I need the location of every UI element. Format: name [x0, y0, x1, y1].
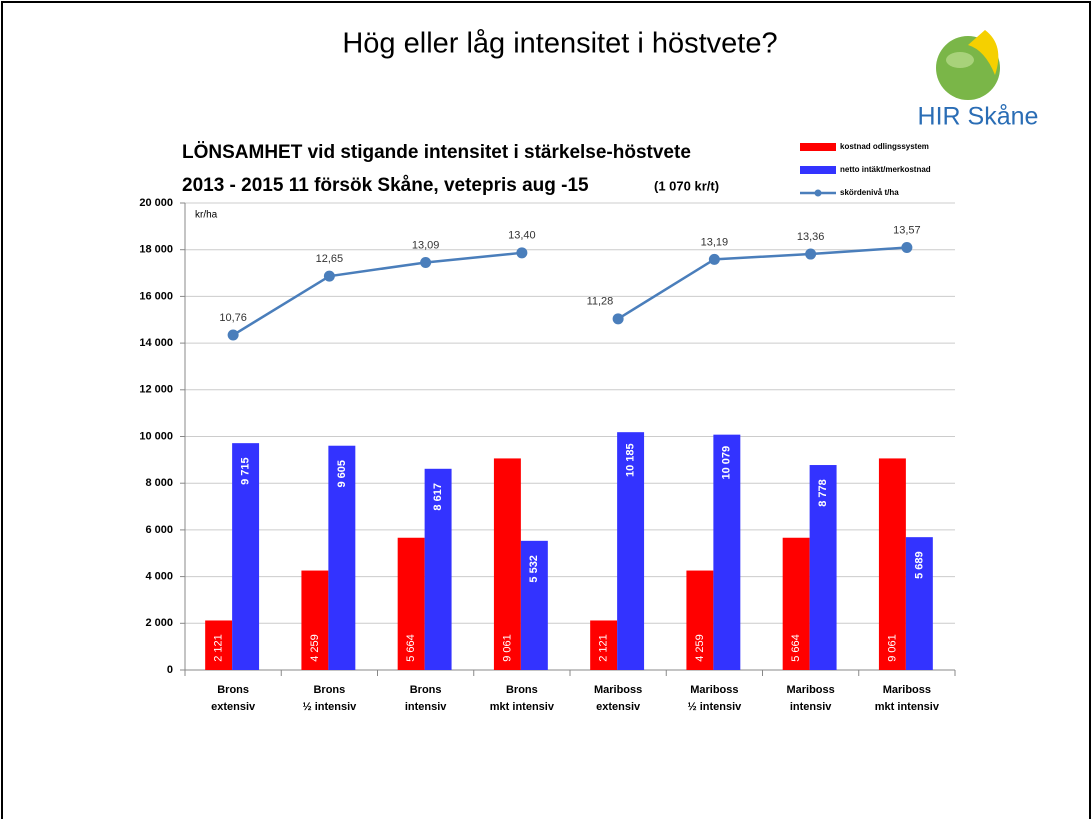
- bar: [493, 458, 521, 670]
- bar: [205, 620, 233, 670]
- x-tick-label: mkt intensiv: [875, 701, 940, 713]
- data-label: 4 259: [694, 634, 706, 662]
- line-series: [232, 251, 522, 337]
- bar: [590, 620, 618, 670]
- y-tick-label: 10 000: [139, 430, 173, 442]
- data-label: 5 532: [528, 555, 540, 583]
- data-label: 2 121: [598, 634, 610, 662]
- data-label: 10,76: [219, 312, 247, 324]
- bar: [520, 540, 548, 670]
- y-tick-label: 12 000: [139, 384, 173, 396]
- legend-label: skördenivå t/ha: [840, 188, 899, 197]
- bar: [809, 465, 837, 670]
- data-label: 10 185: [625, 443, 637, 477]
- bar: [617, 432, 645, 670]
- legend-swatch: [800, 143, 836, 151]
- slide-title: Hög eller låg intensitet i höstvete?: [342, 28, 777, 60]
- bar: [713, 434, 741, 670]
- bar: [328, 445, 356, 670]
- y-tick-label: 16 000: [139, 290, 173, 302]
- bar: [686, 570, 714, 670]
- line-series: [617, 246, 907, 320]
- data-label: 10 079: [721, 446, 733, 480]
- logo-icon: [936, 30, 1000, 100]
- y-tick-label: 2 000: [145, 617, 173, 629]
- data-label: 13,36: [797, 231, 825, 243]
- chart-title: LÖNSAMHET vid stigande intensitet i stär…: [182, 142, 691, 163]
- y-tick-label: 20 000: [139, 197, 173, 209]
- line-point: [612, 313, 624, 325]
- logo-text: HIR Skåne: [918, 103, 1039, 131]
- x-tick-label: Mariboss: [786, 684, 834, 696]
- data-label: 4 259: [309, 634, 321, 662]
- x-tick-label: Brons: [410, 684, 442, 696]
- bar: [878, 458, 906, 670]
- legend-swatch: [814, 189, 822, 197]
- data-label: 9 061: [886, 634, 898, 662]
- data-label: 13,19: [701, 236, 729, 248]
- x-tick-label: mkt intensiv: [490, 701, 555, 713]
- data-label: 12,65: [316, 253, 344, 265]
- data-label: 9 061: [501, 634, 513, 662]
- x-tick-label: ½ intensiv: [302, 701, 357, 713]
- y-tick-label: 6 000: [145, 524, 173, 536]
- data-label: 5 664: [405, 634, 417, 662]
- data-label: 13,57: [893, 224, 921, 236]
- bar: [232, 443, 260, 670]
- y-tick-label: 14 000: [139, 337, 173, 349]
- line-point: [516, 247, 528, 259]
- x-tick-label: intensiv: [405, 701, 447, 713]
- data-label: 11,28: [587, 296, 614, 308]
- bar: [424, 468, 452, 670]
- y-tick-label: 8 000: [145, 477, 173, 489]
- chart-subtitle: (1 070 kr/t): [654, 178, 719, 193]
- x-tick-label: Brons: [217, 684, 249, 696]
- x-tick-label: Mariboss: [690, 684, 738, 696]
- x-tick-label: ½ intensiv: [687, 701, 742, 713]
- y-tick-label: 4 000: [145, 571, 173, 583]
- legend-swatch: [800, 166, 836, 174]
- x-tick-label: Mariboss: [883, 684, 931, 696]
- bar: [782, 537, 810, 670]
- bar: [397, 537, 425, 670]
- data-label: 13,09: [412, 239, 440, 251]
- data-label: 9 715: [240, 457, 252, 485]
- legend-label: kostnad odlingssystem: [840, 142, 929, 151]
- data-label: 8 778: [817, 479, 829, 507]
- data-label: 8 617: [432, 483, 444, 511]
- chart-title: 2013 - 2015 11 försök Skåne, vetepris au…: [182, 175, 589, 196]
- x-tick-label: Brons: [313, 684, 345, 696]
- bar: [905, 537, 933, 670]
- data-label: 2 121: [213, 634, 225, 662]
- line-point: [323, 270, 335, 282]
- y-tick-label: 18 000: [139, 244, 173, 256]
- data-label: 13,40: [508, 230, 536, 242]
- y-axis-label: kr/ha: [195, 210, 218, 221]
- line-point: [227, 329, 239, 341]
- line-point: [805, 248, 817, 260]
- data-label: 5 689: [913, 551, 925, 579]
- x-tick-label: extensiv: [596, 701, 641, 713]
- x-tick-label: intensiv: [790, 701, 832, 713]
- y-tick-label: 0: [167, 664, 173, 676]
- bar: [301, 570, 329, 670]
- x-tick-label: Mariboss: [594, 684, 642, 696]
- line-point: [420, 256, 432, 268]
- legend-label: netto intäkt/merkostnad: [840, 165, 931, 174]
- x-tick-label: extensiv: [211, 701, 256, 713]
- data-label: 9 605: [336, 460, 348, 488]
- x-tick-label: Brons: [506, 684, 538, 696]
- data-label: 5 664: [790, 634, 802, 662]
- line-point: [901, 242, 913, 254]
- line-point: [708, 253, 720, 265]
